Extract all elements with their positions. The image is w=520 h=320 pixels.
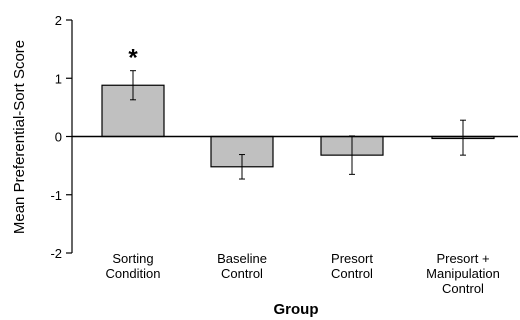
y-tick-label: -2: [50, 246, 62, 261]
y-tick-label: 2: [55, 13, 62, 28]
bars: [101, 84, 495, 168]
x-tick-label: Presort + Manipulation Control: [426, 251, 500, 296]
x-tick-label: Presort Control: [331, 251, 373, 281]
y-tick-label: 1: [55, 71, 62, 86]
x-tick-label: Baseline Control: [217, 251, 267, 281]
error-bars: [130, 70, 466, 180]
y-tick-label: 0: [55, 130, 62, 145]
y-tick-label: -1: [50, 188, 62, 203]
y-axis-title: Mean Preferential-Sort Score: [11, 40, 28, 234]
x-axis-title: Group: [274, 301, 319, 318]
x-tick-label: Sorting Condition: [106, 251, 161, 281]
category-labels: Sorting Condition Baseline Control Presort Co…: [106, 251, 500, 296]
significance-asterisk: *: [128, 45, 138, 72]
y-axis: 2 1 0 -1 -2: [50, 13, 73, 261]
